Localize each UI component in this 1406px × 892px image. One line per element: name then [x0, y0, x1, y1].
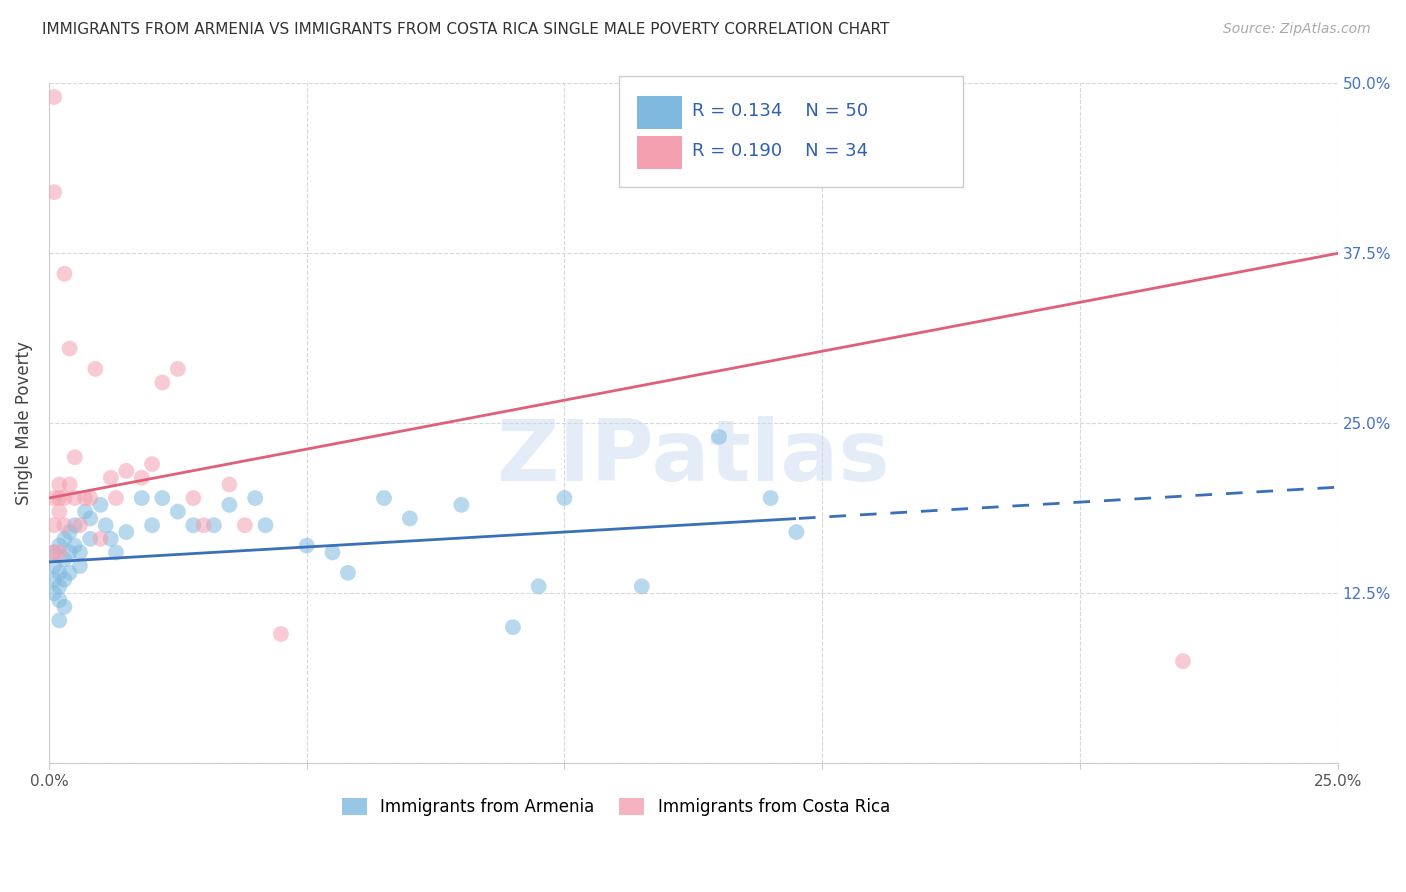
Point [42, 185, 65, 199]
Point [58, 342, 80, 356]
Point [141, 518, 163, 533]
Point [785, 524, 807, 539]
Point [104, 491, 127, 505]
Point [218, 477, 240, 491]
Point [553, 491, 575, 505]
Point [104, 545, 127, 559]
Point [42, 586, 65, 600]
Point [181, 491, 204, 505]
Point [193, 518, 215, 533]
Point [131, 491, 153, 505]
Point [58, 524, 80, 539]
Text: R = 0.134    N = 50: R = 0.134 N = 50 [692, 103, 868, 120]
Point [42, 518, 65, 533]
Text: ZIPatlas: ZIPatlas [496, 416, 890, 499]
Point [73, 505, 96, 519]
Point [48, 505, 70, 519]
Point [630, 579, 652, 593]
Point [131, 470, 153, 484]
Point [48, 491, 70, 505]
Point [53, 573, 76, 587]
Point [100, 532, 122, 546]
Point [181, 518, 204, 533]
Point [166, 505, 188, 519]
Text: R = 0.190    N = 34: R = 0.190 N = 34 [692, 142, 868, 160]
Point [53, 532, 76, 546]
Point [94, 518, 117, 533]
Point [48, 566, 70, 580]
Point [373, 491, 395, 505]
Point [243, 491, 266, 505]
Point [53, 599, 76, 614]
Point [527, 579, 550, 593]
Point [42, 491, 65, 505]
Point [63, 539, 86, 553]
Point [502, 620, 524, 634]
Point [233, 518, 256, 533]
Point [58, 477, 80, 491]
Point [42, 545, 65, 559]
Point [89, 498, 111, 512]
Point [150, 491, 173, 505]
Point [79, 532, 101, 546]
Legend: Immigrants from Armenia, Immigrants from Costa Rica: Immigrants from Armenia, Immigrants from… [335, 791, 897, 822]
Point [84, 362, 107, 376]
Point [69, 559, 91, 574]
Point [58, 566, 80, 580]
Point [115, 524, 138, 539]
Point [42, 545, 65, 559]
Point [150, 376, 173, 390]
Point [53, 518, 76, 533]
Point [69, 518, 91, 533]
Point [53, 491, 76, 505]
Point [48, 545, 70, 559]
Point [202, 518, 225, 533]
Point [48, 579, 70, 593]
Point [295, 539, 318, 553]
Point [254, 518, 277, 533]
Point [79, 511, 101, 525]
Point [53, 267, 76, 281]
Point [450, 498, 472, 512]
Point [89, 532, 111, 546]
Point [48, 593, 70, 607]
Point [53, 552, 76, 566]
Point [58, 545, 80, 559]
Point [42, 90, 65, 104]
Point [63, 450, 86, 465]
Point [63, 491, 86, 505]
Point [100, 470, 122, 484]
Point [69, 545, 91, 559]
Point [141, 457, 163, 471]
Point [707, 430, 730, 444]
Point [336, 566, 359, 580]
Y-axis label: Single Male Poverty: Single Male Poverty [15, 342, 32, 505]
Point [759, 491, 782, 505]
Point [115, 464, 138, 478]
Point [321, 545, 343, 559]
Point [166, 362, 188, 376]
Point [398, 511, 420, 525]
Point [48, 539, 70, 553]
Point [270, 627, 292, 641]
Point [48, 614, 70, 628]
Point [63, 518, 86, 533]
Point [42, 573, 65, 587]
Text: Source: ZipAtlas.com: Source: ZipAtlas.com [1223, 22, 1371, 37]
Point [218, 498, 240, 512]
Text: IMMIGRANTS FROM ARMENIA VS IMMIGRANTS FROM COSTA RICA SINGLE MALE POVERTY CORREL: IMMIGRANTS FROM ARMENIA VS IMMIGRANTS FR… [42, 22, 890, 37]
Point [79, 491, 101, 505]
Point [48, 477, 70, 491]
Point [42, 559, 65, 574]
Point [1171, 654, 1194, 668]
Point [73, 491, 96, 505]
